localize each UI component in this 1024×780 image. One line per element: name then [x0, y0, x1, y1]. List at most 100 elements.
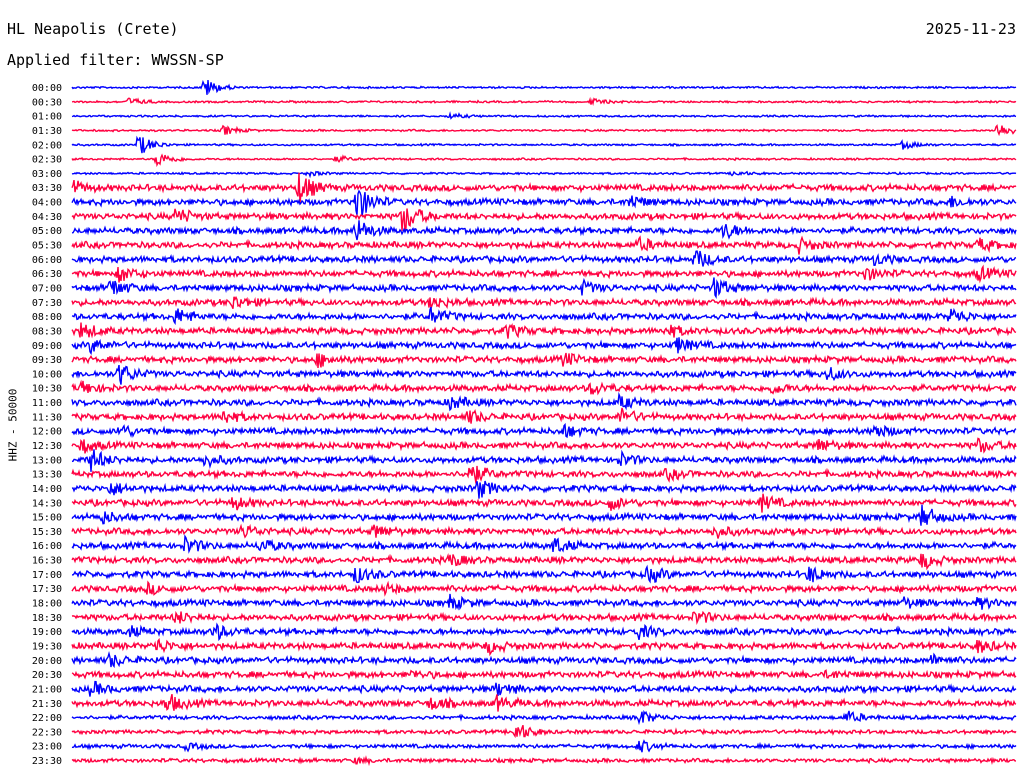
- row-time-label: 10:30: [32, 384, 62, 395]
- row-time-label: 03:00: [32, 169, 62, 180]
- row-time-label: 09:00: [32, 341, 62, 352]
- seismic-trace: [71, 153, 1017, 168]
- seismic-trace: [71, 493, 1017, 513]
- seismic-trace: [71, 407, 1017, 424]
- seismic-trace: [71, 250, 1017, 267]
- seismic-trace: [71, 172, 1017, 204]
- row-time-label: 17:00: [32, 570, 62, 581]
- seismic-trace: [71, 170, 1017, 179]
- row-time-label: 22:30: [32, 727, 62, 738]
- row-time-label: 16:00: [32, 541, 62, 552]
- row-time-label: 23:00: [32, 742, 62, 753]
- row-time-label: 21:00: [32, 684, 62, 695]
- seismic-trace: [71, 724, 1017, 739]
- row-time-label: 00:30: [32, 97, 62, 108]
- seismic-trace: [71, 220, 1017, 241]
- row-time-label: 05:30: [32, 241, 62, 252]
- filter-label: Applied filter: WWSSN-SP: [7, 51, 224, 69]
- row-time-label: 02:00: [32, 140, 62, 151]
- row-time-label: 19:00: [32, 627, 62, 638]
- row-time-label: 01:00: [32, 112, 62, 123]
- seismic-trace: [71, 379, 1017, 396]
- row-time-label: 15:00: [32, 513, 62, 524]
- row-time-label: 06:30: [32, 269, 62, 280]
- row-time-label: 22:00: [32, 713, 62, 724]
- seismic-trace: [71, 322, 1017, 339]
- seismic-trace: [71, 504, 1017, 526]
- row-time-label: 06:00: [32, 255, 62, 266]
- row-time-label: 00:00: [32, 83, 62, 94]
- row-time-label: 18:00: [32, 599, 62, 610]
- seismic-trace: [71, 306, 1017, 326]
- row-time-label: 08:00: [32, 312, 62, 323]
- seismic-trace: [71, 534, 1017, 554]
- seismic-trace: [71, 124, 1017, 137]
- row-time-label: 02:30: [32, 155, 62, 166]
- seismic-trace: [71, 96, 1017, 106]
- seismic-trace: [71, 553, 1017, 571]
- seismic-trace: [71, 235, 1017, 255]
- record-date: 2025-11-23: [925, 20, 1016, 38]
- seismic-trace: [71, 449, 1017, 472]
- seismic-trace: [71, 364, 1017, 385]
- seismic-trace: [71, 295, 1017, 310]
- seismic-trace: [71, 422, 1017, 439]
- seismic-trace: [71, 668, 1017, 681]
- row-time-label: 14:30: [32, 498, 62, 509]
- row-time-label: 17:30: [32, 584, 62, 595]
- row-time-label: 19:30: [32, 641, 62, 652]
- row-time-label: 13:00: [32, 455, 62, 466]
- row-time-label: 07:00: [32, 283, 62, 294]
- seismic-trace: [71, 564, 1017, 584]
- row-time-label: 07:30: [32, 298, 62, 309]
- seismic-trace: [71, 208, 1017, 232]
- row-time-label: 21:30: [32, 699, 62, 710]
- row-time-label: 01:30: [32, 126, 62, 137]
- seismic-trace: [71, 352, 1017, 369]
- seismic-trace: [71, 465, 1017, 484]
- row-time-label: 12:00: [32, 427, 62, 438]
- seismic-trace: [71, 622, 1017, 642]
- row-time-label: 11:30: [32, 412, 62, 423]
- seismic-trace: [71, 391, 1017, 412]
- seismic-trace: [71, 111, 1017, 120]
- row-time-label: 18:30: [32, 613, 62, 624]
- seismic-trace: [71, 755, 1016, 767]
- seismic-trace: [71, 480, 1017, 499]
- seismic-trace: [71, 680, 1017, 697]
- row-time-label: 20:30: [32, 670, 62, 681]
- row-time-label: 04:30: [32, 212, 62, 223]
- row-time-label: 15:30: [32, 527, 62, 538]
- seismic-trace: [71, 337, 1017, 356]
- row-time-label: 03:30: [32, 183, 62, 194]
- seismic-trace: [71, 739, 1017, 753]
- seismic-trace: [71, 135, 1017, 154]
- row-time-label: 23:30: [32, 756, 62, 767]
- seismic-trace: [71, 709, 1017, 726]
- seismic-trace: [71, 610, 1017, 626]
- seismic-trace: [71, 593, 1017, 611]
- station-title: HL Neapolis (Crete): [7, 20, 179, 38]
- seismic-trace: [71, 437, 1017, 454]
- seismic-trace: [71, 277, 1017, 300]
- row-time-label: 13:30: [32, 470, 62, 481]
- row-time-label: 11:00: [32, 398, 62, 409]
- seismic-trace: [71, 637, 1017, 657]
- seismic-trace: [71, 523, 1017, 539]
- row-time-label: 20:00: [32, 656, 62, 667]
- row-time-label: 14:00: [32, 484, 62, 495]
- seismic-trace: [71, 650, 1017, 669]
- row-time-label: 05:00: [32, 226, 62, 237]
- seismic-trace: [71, 580, 1017, 597]
- seismic-trace: [71, 189, 1017, 217]
- seismic-trace: [71, 694, 1017, 712]
- row-time-label: 10:00: [32, 369, 62, 380]
- row-time-label: 09:30: [32, 355, 62, 366]
- seismic-trace: [71, 79, 1017, 95]
- row-time-label: 12:30: [32, 441, 62, 452]
- seismic-trace: [71, 264, 1017, 284]
- row-time-label: 16:30: [32, 556, 62, 567]
- row-time-label: 04:00: [32, 198, 62, 209]
